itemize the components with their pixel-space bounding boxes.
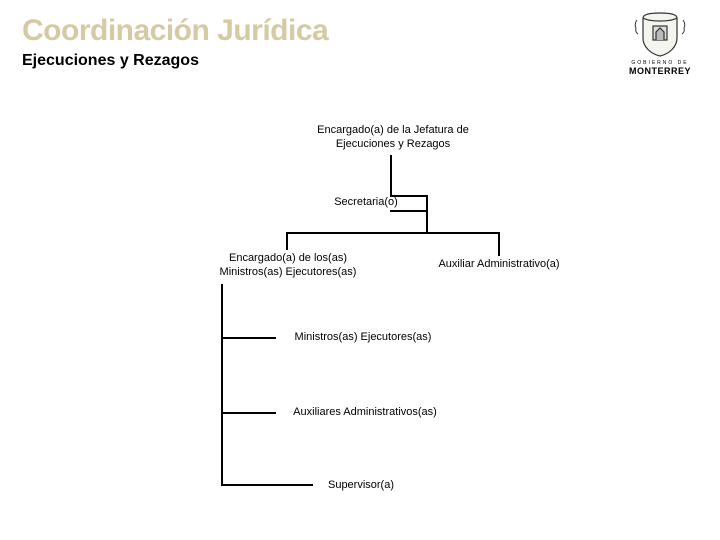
org-node-aux_admin: Auxiliar Administrativo(a) xyxy=(419,258,579,272)
connector xyxy=(498,232,500,256)
connector xyxy=(221,284,223,486)
page-subtitle: Ejecuciones y Rezagos xyxy=(22,52,199,70)
logo-text-line2: MONTERREY xyxy=(620,66,700,76)
monterrey-logo: GOBIERNO DE MONTERREY xyxy=(620,10,700,76)
org-node-ministros: Ministros(as) Ejecutores(as) xyxy=(278,331,448,345)
connector xyxy=(221,337,276,339)
org-node-supervisor: Supervisor(a) xyxy=(316,479,406,493)
org-node-secretaria: Secretaria(o) xyxy=(325,196,407,210)
shield-icon xyxy=(631,10,689,58)
page-title: Coordinación Jurídica xyxy=(22,14,328,48)
org-node-enc_min: Encargado(a) de los(as) Ministros(as) Ej… xyxy=(203,252,373,280)
org-node-root: Encargado(a) de la Jefatura de Ejecucion… xyxy=(308,124,478,152)
connector xyxy=(286,232,498,234)
connector xyxy=(390,210,426,212)
connector xyxy=(221,484,313,486)
org-node-auxiliares: Auxiliares Administrativos(as) xyxy=(275,406,455,420)
connector xyxy=(286,232,288,250)
connector xyxy=(221,412,276,414)
connector xyxy=(390,195,426,197)
connector xyxy=(426,195,428,232)
connector xyxy=(390,155,392,195)
